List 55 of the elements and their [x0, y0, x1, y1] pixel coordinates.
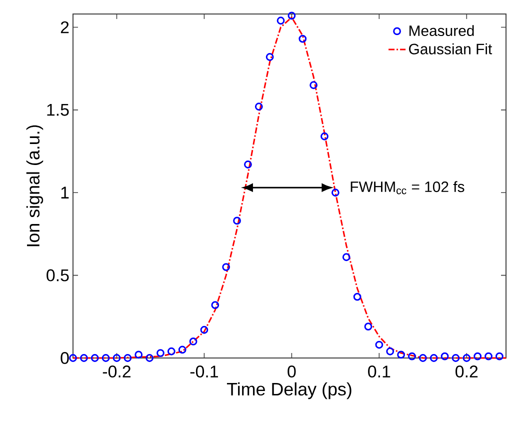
point — [474, 352, 482, 360]
point — [310, 81, 318, 90]
y-tick-label: 1 — [61, 186, 69, 198]
point — [222, 263, 230, 271]
point — [134, 350, 143, 359]
x-tick-label: -0.1 — [190, 366, 218, 378]
point — [244, 160, 252, 168]
annotation: FWHM$_{cc}$ = 102 fs — [350, 181, 464, 194]
point — [408, 352, 416, 360]
point — [331, 188, 340, 197]
point — [124, 354, 132, 362]
point — [233, 216, 241, 225]
point — [189, 338, 198, 346]
point — [211, 301, 220, 310]
point — [112, 354, 121, 362]
y-tick-label: 0.5 — [46, 269, 69, 282]
point — [90, 354, 99, 362]
point — [288, 12, 296, 20]
point — [484, 352, 492, 360]
y-tick-label: 2 — [60, 21, 69, 34]
point — [386, 347, 394, 356]
point — [200, 326, 208, 334]
point — [320, 132, 328, 140]
point — [146, 354, 154, 362]
y-tick-label: 0 — [60, 352, 69, 364]
x-tick-label: 0.2 — [456, 366, 478, 378]
point — [102, 354, 110, 362]
point — [342, 253, 350, 262]
point — [364, 322, 372, 331]
legend-label: Measured — [410, 25, 474, 36]
point — [276, 16, 285, 25]
x-axis-title: Time Delay (ps) — [226, 382, 352, 400]
point — [462, 354, 471, 362]
y-axis-title: Ion signal (a.u.) — [26, 125, 44, 246]
legend-label: Gaussian Fit — [409, 43, 492, 54]
point — [167, 347, 176, 356]
y-tick-label: 1.5 — [47, 104, 69, 116]
point — [452, 354, 460, 362]
point — [80, 354, 88, 362]
point — [156, 349, 164, 357]
point — [178, 346, 186, 354]
x-tick-label: 0 — [288, 366, 296, 378]
point — [418, 354, 427, 362]
point — [496, 352, 504, 360]
point — [353, 292, 362, 301]
point — [440, 352, 449, 360]
point — [298, 34, 307, 43]
point — [266, 53, 274, 61]
point — [397, 350, 405, 359]
x-tick-label: 0.1 — [368, 366, 390, 378]
point — [69, 354, 77, 362]
point — [430, 354, 438, 362]
x-tick-label: -0.2 — [102, 366, 130, 378]
point — [375, 340, 384, 349]
point — [254, 102, 263, 111]
